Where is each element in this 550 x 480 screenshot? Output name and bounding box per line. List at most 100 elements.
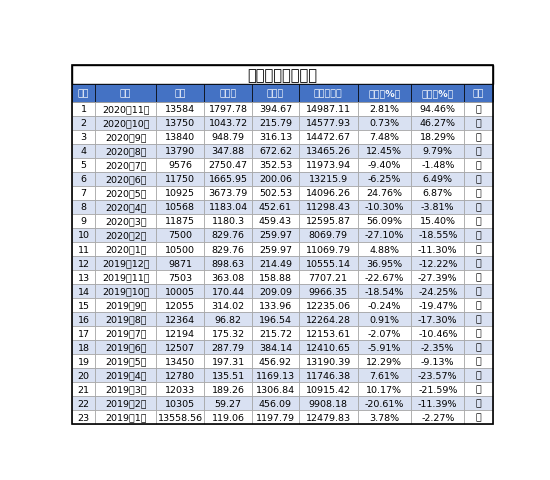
- Text: 10555.14: 10555.14: [306, 259, 350, 268]
- Bar: [465, 242, 493, 256]
- Text: 2020年8月: 2020年8月: [105, 147, 146, 156]
- Text: 序号: 序号: [78, 89, 89, 98]
- Text: 11746.38: 11746.38: [305, 371, 351, 380]
- Bar: [95, 85, 156, 103]
- Bar: [252, 312, 299, 326]
- Text: 2020年6月: 2020年6月: [105, 175, 146, 184]
- Bar: [411, 256, 465, 270]
- Bar: [72, 242, 95, 256]
- Bar: [299, 326, 358, 340]
- Text: 7: 7: [81, 189, 86, 198]
- Bar: [72, 396, 95, 410]
- Text: 12264.28: 12264.28: [306, 315, 350, 324]
- Bar: [358, 187, 411, 201]
- Bar: [299, 382, 358, 396]
- Text: 6: 6: [81, 175, 86, 184]
- Text: 2020年5月: 2020年5月: [105, 189, 146, 198]
- Text: 2: 2: [81, 119, 86, 128]
- Text: 22: 22: [78, 399, 90, 408]
- Text: 表观消费量: 表观消费量: [314, 89, 343, 98]
- Bar: [95, 354, 156, 368]
- Bar: [95, 270, 156, 285]
- Text: 3.78%: 3.78%: [369, 413, 399, 422]
- Bar: [358, 117, 411, 131]
- Bar: [358, 285, 411, 299]
- Bar: [411, 117, 465, 131]
- Text: 456.09: 456.09: [259, 399, 292, 408]
- Text: 12595.87: 12595.87: [306, 217, 350, 226]
- Text: -11.39%: -11.39%: [418, 399, 458, 408]
- Text: 189.26: 189.26: [212, 385, 245, 394]
- Text: 11069.79: 11069.79: [306, 245, 350, 254]
- Text: 单位: 单位: [473, 89, 485, 98]
- Bar: [204, 326, 252, 340]
- Bar: [411, 215, 465, 228]
- Bar: [204, 228, 252, 242]
- Text: 吨: 吨: [476, 231, 482, 240]
- Bar: [358, 410, 411, 424]
- Bar: [299, 85, 358, 103]
- Bar: [95, 326, 156, 340]
- Bar: [299, 242, 358, 256]
- Bar: [156, 103, 204, 117]
- Bar: [204, 187, 252, 201]
- Bar: [411, 299, 465, 312]
- Text: 394.67: 394.67: [259, 105, 292, 114]
- Bar: [465, 173, 493, 187]
- Text: 8069.79: 8069.79: [309, 231, 348, 240]
- Text: 259.97: 259.97: [259, 231, 292, 240]
- Text: 2020年3月: 2020年3月: [105, 217, 146, 226]
- Text: 10568: 10568: [165, 203, 195, 212]
- Text: 2019年10月: 2019年10月: [102, 287, 150, 296]
- Bar: [252, 299, 299, 312]
- Text: 14577.93: 14577.93: [305, 119, 351, 128]
- Bar: [72, 410, 95, 424]
- Text: 吨: 吨: [476, 385, 482, 394]
- Bar: [156, 187, 204, 201]
- Text: 锡锭表观消费统计: 锡锭表观消费统计: [248, 68, 317, 83]
- Text: 452.61: 452.61: [259, 203, 292, 212]
- Bar: [465, 410, 493, 424]
- Text: 1306.84: 1306.84: [256, 385, 295, 394]
- Text: 0.73%: 0.73%: [369, 119, 399, 128]
- Text: 215.72: 215.72: [259, 329, 292, 338]
- Bar: [156, 410, 204, 424]
- Text: 11973.94: 11973.94: [305, 161, 351, 170]
- Text: -12.22%: -12.22%: [418, 259, 458, 268]
- Text: 2020年2月: 2020年2月: [105, 231, 146, 240]
- Bar: [465, 340, 493, 354]
- Text: 产量: 产量: [174, 89, 186, 98]
- Bar: [204, 312, 252, 326]
- Text: 196.54: 196.54: [259, 315, 292, 324]
- Text: 287.79: 287.79: [212, 343, 245, 352]
- Text: 10915.42: 10915.42: [306, 385, 350, 394]
- Bar: [465, 117, 493, 131]
- Bar: [156, 144, 204, 158]
- Bar: [204, 201, 252, 215]
- Text: -19.47%: -19.47%: [418, 301, 458, 310]
- Text: 6.49%: 6.49%: [423, 175, 453, 184]
- Text: 10: 10: [78, 231, 90, 240]
- Bar: [95, 103, 156, 117]
- Bar: [358, 354, 411, 368]
- Bar: [95, 131, 156, 144]
- Text: 2.81%: 2.81%: [369, 105, 399, 114]
- Text: 吨: 吨: [476, 357, 482, 366]
- Text: 13750: 13750: [165, 119, 195, 128]
- Text: 13: 13: [78, 273, 90, 282]
- Bar: [299, 131, 358, 144]
- Text: 12055: 12055: [165, 301, 195, 310]
- Text: 46.27%: 46.27%: [420, 119, 456, 128]
- Text: 1043.72: 1043.72: [208, 119, 248, 128]
- Text: -11.30%: -11.30%: [418, 245, 458, 254]
- Bar: [252, 173, 299, 187]
- Bar: [156, 228, 204, 242]
- Text: 1183.04: 1183.04: [208, 203, 248, 212]
- Bar: [299, 396, 358, 410]
- Bar: [95, 340, 156, 354]
- Text: 316.13: 316.13: [259, 133, 292, 142]
- Bar: [204, 270, 252, 285]
- Bar: [465, 270, 493, 285]
- Bar: [204, 215, 252, 228]
- Text: -0.24%: -0.24%: [367, 301, 401, 310]
